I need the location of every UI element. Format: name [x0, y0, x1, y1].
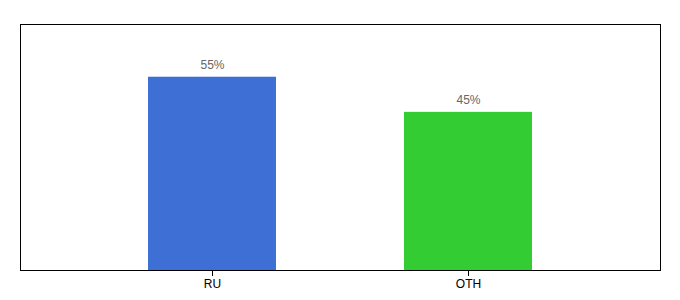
svg-text:OTH: OTH [456, 277, 481, 291]
svg-text:RU: RU [204, 277, 221, 291]
svg-text:45%: 45% [456, 93, 480, 107]
svg-text:55%: 55% [200, 58, 224, 72]
